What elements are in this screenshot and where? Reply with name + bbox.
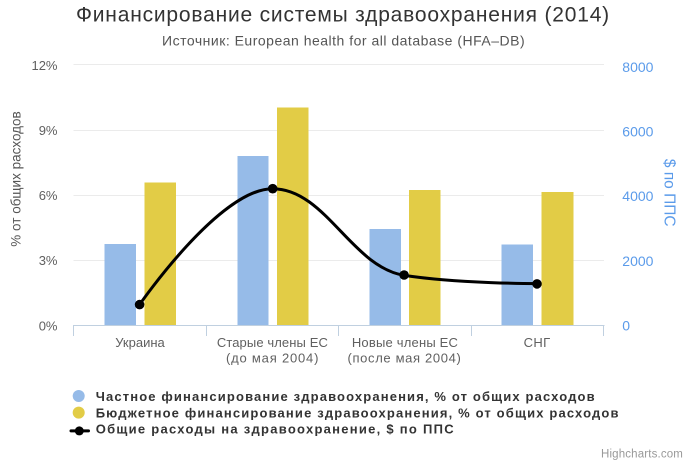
svg-text:СНГ: СНГ [524, 335, 551, 350]
svg-text:Бюджетное финансирование здрав: Бюджетное финансирование здравоохранения… [96, 406, 620, 421]
svg-text:2000: 2000 [622, 253, 653, 269]
svg-text:6000: 6000 [622, 124, 653, 140]
svg-text:Частное финансирование здравоо: Частное финансирование здравоохранения, … [96, 389, 596, 404]
svg-text:Новые члены ЕС: Новые члены ЕС [352, 335, 458, 350]
svg-text:Общие расходы на здравоохранен: Общие расходы на здравоохранение, $ по П… [96, 422, 455, 437]
svg-text:6%: 6% [39, 188, 58, 203]
svg-text:9%: 9% [39, 123, 58, 138]
svg-text:$ по ППС: $ по ППС [661, 159, 678, 227]
svg-text:Старые члены ЕС: Старые члены ЕС [217, 335, 328, 350]
svg-text:4000: 4000 [622, 188, 653, 204]
svg-text:0: 0 [622, 318, 630, 334]
svg-text:12%: 12% [31, 58, 57, 73]
svg-text:3%: 3% [39, 253, 58, 268]
svg-text:Финансирование системы здравоо: Финансирование системы здравоохранения (… [76, 4, 610, 27]
svg-text:0%: 0% [39, 318, 58, 333]
svg-text:8000: 8000 [622, 59, 653, 75]
svg-text:(до мая 2004): (до мая 2004) [226, 350, 319, 365]
svg-text:Украина: Украина [115, 335, 165, 350]
svg-text:(после мая 2004): (после мая 2004) [348, 350, 462, 365]
svg-text:Источник: European health for: Источник: European health for all databa… [162, 33, 525, 49]
svg-text:Highcharts.com: Highcharts.com [601, 448, 683, 460]
svg-text:% от общих расходов: % от общих расходов [9, 111, 24, 246]
